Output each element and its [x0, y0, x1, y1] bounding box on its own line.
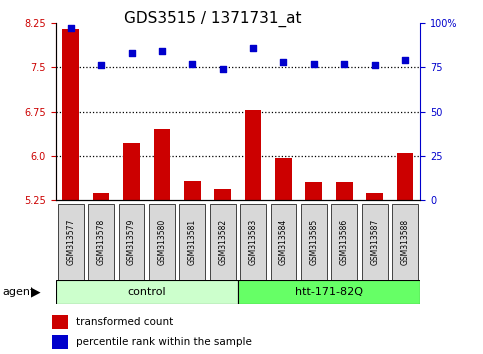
FancyBboxPatch shape [240, 204, 266, 280]
Text: ▶: ▶ [31, 286, 41, 298]
FancyBboxPatch shape [392, 204, 418, 280]
Text: GSM313583: GSM313583 [249, 218, 257, 265]
Text: GSM313585: GSM313585 [309, 218, 318, 265]
Text: GSM313581: GSM313581 [188, 218, 197, 265]
Bar [305, 182, 322, 200]
Bar [397, 153, 413, 200]
Text: GSM313582: GSM313582 [218, 218, 227, 265]
FancyBboxPatch shape [149, 204, 175, 280]
FancyBboxPatch shape [301, 204, 327, 280]
Bar [245, 110, 261, 200]
Text: GSM313588: GSM313588 [400, 218, 410, 265]
Point [97, 63, 105, 68]
Text: agent: agent [2, 287, 35, 297]
Text: GSM313580: GSM313580 [157, 218, 167, 265]
Point [67, 25, 74, 31]
Bar [52, 335, 68, 348]
Bar [123, 143, 140, 200]
FancyBboxPatch shape [270, 204, 297, 280]
FancyBboxPatch shape [331, 204, 357, 280]
Text: GDS3515 / 1371731_at: GDS3515 / 1371731_at [124, 11, 301, 27]
Point [158, 48, 166, 54]
Bar [93, 193, 110, 200]
Point [249, 45, 257, 51]
FancyBboxPatch shape [179, 204, 205, 280]
Bar [275, 158, 292, 200]
Text: GSM313584: GSM313584 [279, 218, 288, 265]
Point [280, 59, 287, 65]
Point [188, 61, 196, 67]
FancyBboxPatch shape [56, 280, 238, 304]
Text: control: control [128, 287, 166, 297]
FancyBboxPatch shape [58, 204, 84, 280]
Text: GSM313577: GSM313577 [66, 218, 75, 265]
Text: transformed count: transformed count [76, 318, 173, 327]
Text: htt-171-82Q: htt-171-82Q [295, 287, 363, 297]
Text: GSM313586: GSM313586 [340, 218, 349, 265]
FancyBboxPatch shape [362, 204, 387, 280]
Bar [366, 193, 383, 200]
Bar [336, 182, 353, 200]
FancyBboxPatch shape [119, 204, 144, 280]
FancyBboxPatch shape [210, 204, 236, 280]
FancyBboxPatch shape [238, 280, 420, 304]
Point [128, 50, 135, 56]
Bar [62, 29, 79, 200]
Text: GSM313587: GSM313587 [370, 218, 379, 265]
Text: GSM313579: GSM313579 [127, 218, 136, 265]
Bar [184, 181, 200, 200]
Point [401, 57, 409, 63]
Bar [214, 189, 231, 200]
Point [371, 63, 379, 68]
Text: GSM313578: GSM313578 [97, 218, 106, 265]
Bar [154, 129, 170, 200]
Point [341, 61, 348, 67]
Point [219, 66, 227, 72]
Point [310, 61, 318, 67]
FancyBboxPatch shape [88, 204, 114, 280]
Text: percentile rank within the sample: percentile rank within the sample [76, 337, 252, 347]
Bar [52, 315, 68, 329]
